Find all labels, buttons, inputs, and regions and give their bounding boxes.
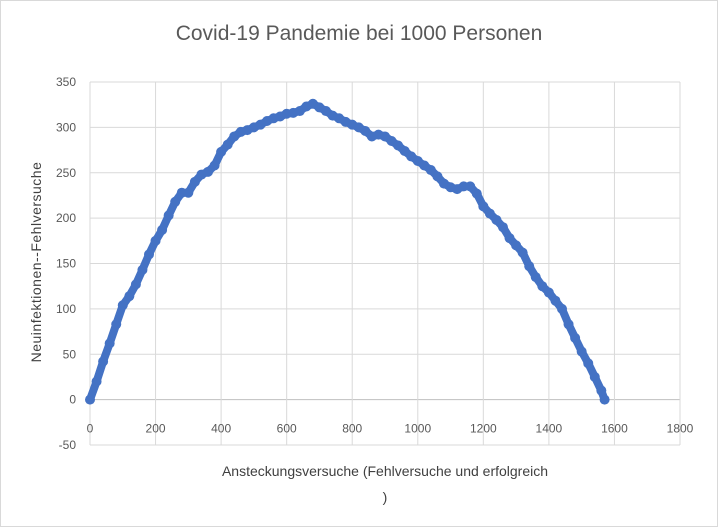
data-point <box>222 139 233 150</box>
data-point <box>216 146 227 157</box>
x-tick-label: 400 <box>211 422 231 436</box>
data-point <box>150 235 161 246</box>
y-tick-label: 350 <box>56 75 76 89</box>
x-tick-label: 200 <box>146 422 166 436</box>
data-point <box>537 281 548 292</box>
data-point <box>98 356 109 367</box>
data-point <box>550 295 561 306</box>
data-point <box>498 222 508 233</box>
x-tick-label: 1800 <box>667 422 694 436</box>
data-point <box>124 291 135 302</box>
y-tick-label: 200 <box>56 211 76 225</box>
y-tick-label: 50 <box>63 347 77 361</box>
data-point <box>432 171 443 182</box>
data-point <box>557 303 567 314</box>
x-tick-label: 0 <box>87 422 94 436</box>
data-point <box>504 233 515 244</box>
data-point <box>183 187 194 198</box>
x-tick-label: 1400 <box>536 422 563 436</box>
data-point <box>471 188 482 199</box>
data-point <box>189 176 200 187</box>
data-point <box>85 394 95 405</box>
data-point <box>543 287 554 298</box>
data-point <box>111 319 122 330</box>
y-tick-label: 300 <box>56 120 76 134</box>
x-tick-label: 600 <box>277 422 297 436</box>
data-point <box>399 145 410 156</box>
data-point <box>130 279 141 290</box>
x-tick-label: 1200 <box>470 422 497 436</box>
data-point <box>478 201 489 212</box>
y-axis-label: Neuinfektionen--Fehlversuche <box>28 161 44 363</box>
y-tick-label: 0 <box>69 393 76 407</box>
data-point <box>517 247 528 258</box>
data-point <box>576 346 587 357</box>
chart-title: Covid-19 Pandemie bei 1000 Personen <box>175 22 543 45</box>
y-tick-label: 150 <box>56 257 76 271</box>
x-axis-label: Ansteckungsversuche (Fehlversuche und er… <box>221 463 549 505</box>
data-point <box>425 165 436 176</box>
y-tick-labels: -50 0 50 100 150 200 250 300 350 <box>56 75 76 452</box>
x-tick-label: 800 <box>342 422 362 436</box>
data-point <box>599 394 610 405</box>
y-tick-label: 100 <box>56 302 76 316</box>
data-point <box>360 126 371 137</box>
x-tick-labels: 0 200 400 600 800 1000 1200 1400 1600 1800 <box>87 422 694 436</box>
data-series <box>85 98 610 405</box>
data-point <box>144 249 154 260</box>
data-point <box>491 214 502 225</box>
data-point <box>524 261 535 272</box>
y-tick-label: -50 <box>59 438 77 452</box>
data-point <box>596 385 607 396</box>
data-point <box>563 319 574 330</box>
data-point <box>484 208 495 219</box>
data-point <box>530 272 541 283</box>
data-point <box>465 181 476 192</box>
data-point <box>91 376 102 387</box>
data-point <box>157 224 168 235</box>
data-point <box>583 358 594 369</box>
gridlines <box>89 81 681 446</box>
data-point <box>589 371 600 382</box>
data-point <box>137 264 148 275</box>
x-tick-label: 1000 <box>404 422 431 436</box>
data-point <box>209 160 220 171</box>
data-point <box>170 196 181 207</box>
data-point <box>104 338 115 349</box>
data-point <box>163 210 174 221</box>
data-point <box>393 140 404 151</box>
data-point <box>511 240 522 251</box>
data-point <box>570 332 581 343</box>
y-tick-label: 250 <box>56 166 76 180</box>
data-point <box>203 166 213 177</box>
data-point <box>117 300 128 311</box>
x-tick-label: 1600 <box>601 422 628 436</box>
